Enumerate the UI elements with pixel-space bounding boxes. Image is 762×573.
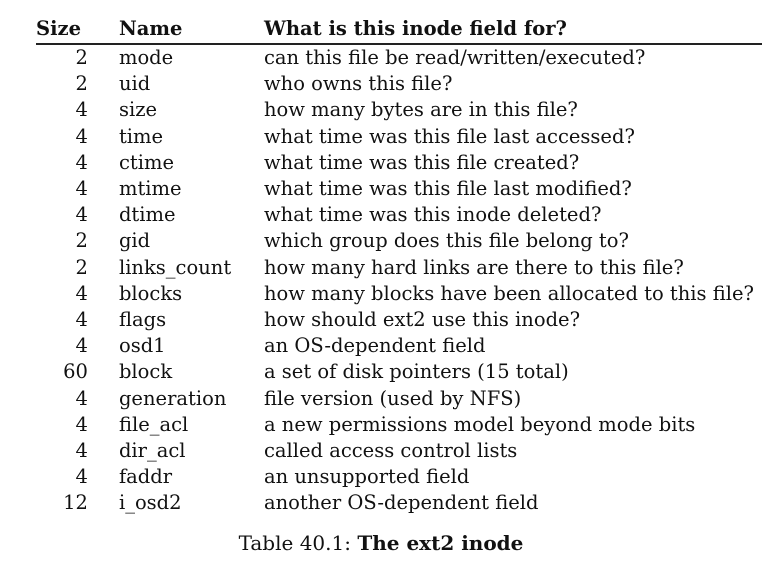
table-row: 12 i_osd2 another OS-dependent field	[36, 490, 762, 516]
row-size-cell: 4	[75, 124, 88, 148]
row-description-cell: an unsupported field	[263, 465, 470, 489]
row-size-cell: 4	[75, 308, 88, 332]
row-name-cell: gid	[118, 229, 151, 253]
table-caption: Table 40.1: The ext2 inode	[0, 531, 762, 555]
row-name-cell: time	[118, 124, 164, 148]
table-row: 4 osd1 an OS-dependent field	[36, 333, 762, 359]
row-description-cell: an OS-dependent field	[263, 334, 486, 358]
row-description-cell: another OS-dependent field	[263, 491, 539, 515]
row-description-cell: file version (used by NFS)	[263, 386, 522, 410]
row-size-cell: 4	[75, 412, 88, 436]
table-row: 2 uid who owns this file?	[36, 71, 762, 97]
table-body: 2 mode can this file be read/written/execu…	[36, 44, 762, 517]
row-name-cell: mtime	[118, 177, 182, 201]
row-size-cell: 60	[63, 360, 88, 384]
row-description-cell: a new permissions model beyond mode bits	[263, 412, 696, 436]
table-row: 2 links_count how many hard links are ther…	[36, 255, 762, 281]
row-name-cell: blocks	[118, 281, 183, 305]
table-row: 4 ctime what time was this file created?	[36, 150, 762, 176]
row-description-cell: what time was this file last accessed?	[263, 124, 635, 148]
name-column-header: Name	[87, 12, 233, 45]
table-row: 4 file_acl a new permissions model beyond …	[36, 412, 762, 438]
table-row: 4 flags how should ext2 use this inode?	[36, 307, 762, 333]
row-name-cell: osd1	[118, 334, 166, 358]
row-name-cell: ctime	[118, 150, 174, 174]
row-description-cell: how many hard links are there to this fi…	[263, 255, 684, 279]
row-description-cell: how many bytes are in this file?	[263, 98, 578, 122]
row-name-cell: i_osd2	[118, 491, 182, 515]
row-description-cell: a set of disk pointers (15 total)	[263, 360, 569, 384]
row-size-cell: 4	[75, 465, 88, 489]
row-name-cell: block	[118, 360, 173, 384]
row-size-cell: 2	[75, 255, 88, 279]
description-column-header: What is this inode field for?	[232, 12, 762, 45]
size-column-header: Size	[36, 12, 88, 45]
row-size-cell: 4	[75, 98, 88, 122]
table-header-row: Size Name What is this inode field for?	[36, 12, 762, 45]
row-name-cell: faddr	[118, 465, 173, 489]
row-description-cell: what time was this file last modified?	[263, 177, 632, 201]
row-size-cell: 2	[75, 46, 88, 69]
table-row: 4 dir_acl called access control lists	[36, 438, 762, 464]
table-row: 60 block a set of disk pointers (15 total)	[36, 359, 762, 385]
table-row: 4 size how many bytes are in this file?	[36, 97, 762, 123]
row-size-cell: 2	[75, 72, 88, 96]
table-row: 2 mode can this file be read/written/execu…	[36, 44, 762, 71]
row-name-cell: file_acl	[118, 412, 189, 436]
table-row: 4 faddr an unsupported field	[36, 464, 762, 490]
row-name-cell: mode	[118, 46, 174, 69]
table-row: 4 time what time was this file last access…	[36, 124, 762, 150]
row-name-cell: flags	[118, 308, 167, 332]
table-row: 4 dtime what time was this inode deleted?	[36, 202, 762, 228]
row-size-cell: 4	[75, 386, 88, 410]
table-row: 4 generation file version (used by NFS)	[36, 386, 762, 412]
row-description-cell: can this file be read/written/executed?	[263, 46, 646, 69]
row-description-cell: what time was this file created?	[263, 150, 580, 174]
row-name-cell: generation	[118, 386, 227, 410]
row-description-cell: called access control lists	[263, 439, 518, 463]
row-description-cell: which group does this file belong to?	[263, 229, 629, 253]
inode-fields-table: Size Name What is this inode field for? …	[36, 12, 762, 517]
caption-label: Table 40.1:	[238, 531, 358, 555]
row-description-cell: how many blocks have been allocated to t…	[263, 281, 754, 305]
row-description-cell: who owns this file?	[263, 72, 453, 96]
row-size-cell: 4	[75, 439, 88, 463]
row-size-cell: 4	[75, 281, 88, 305]
row-size-cell: 4	[75, 177, 88, 201]
table-row: 2 gid which group does this file belong to…	[36, 228, 762, 254]
table-row: 4 blocks how many blocks have been allocat…	[36, 281, 762, 307]
row-name-cell: dir_acl	[118, 439, 186, 463]
row-name-cell: size	[118, 98, 158, 122]
caption-title: The ext2 inode	[357, 531, 524, 555]
table-row: 4 mtime what time was this file last modif…	[36, 176, 762, 202]
row-description-cell: what time was this inode deleted?	[263, 203, 602, 227]
row-description-cell: how should ext2 use this inode?	[263, 308, 581, 332]
row-size-cell: 4	[75, 334, 88, 358]
row-name-cell: uid	[118, 72, 151, 96]
row-size-cell: 12	[63, 491, 88, 515]
row-name-cell: dtime	[118, 203, 176, 227]
row-size-cell: 4	[75, 203, 88, 227]
row-size-cell: 2	[75, 229, 88, 253]
row-name-cell: links_count	[118, 255, 232, 279]
row-size-cell: 4	[75, 150, 88, 174]
